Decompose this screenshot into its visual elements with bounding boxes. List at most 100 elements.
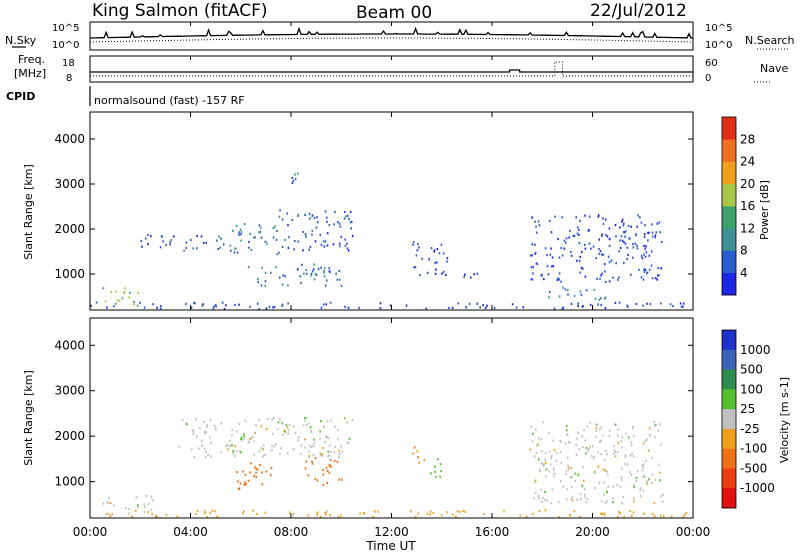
colorbar-tick-label: -100 xyxy=(740,442,767,456)
echo-cell xyxy=(628,237,631,240)
colorbar-tick-label: 24 xyxy=(740,155,755,169)
colorbar-swatch xyxy=(722,349,736,370)
echo-cell xyxy=(660,514,662,517)
echo-cell xyxy=(586,425,589,428)
echo-cell xyxy=(632,243,634,246)
echo-cell xyxy=(327,455,329,458)
echo-cell xyxy=(549,290,551,294)
noise-tick-hi: 10^5 xyxy=(52,23,79,34)
echo-cell xyxy=(310,272,313,275)
echo-cell xyxy=(434,261,436,265)
echo-cell xyxy=(220,451,223,454)
echo-cell xyxy=(229,244,232,247)
echo-cell xyxy=(255,467,258,470)
echo-cell xyxy=(626,463,629,466)
echo-cell xyxy=(570,250,572,254)
colorbar-swatch xyxy=(722,369,736,390)
echo-cell xyxy=(542,464,545,467)
echo-cell xyxy=(128,512,130,515)
echo-cell xyxy=(314,240,317,243)
echo-cell xyxy=(121,297,124,300)
echo-cell xyxy=(192,433,195,436)
echo-cell xyxy=(102,502,105,505)
echo-cell xyxy=(648,254,650,257)
echo-cell xyxy=(226,443,229,447)
echo-cell xyxy=(273,305,276,309)
echo-cell xyxy=(603,297,606,300)
echo-cell xyxy=(456,510,459,513)
echo-cell xyxy=(198,447,200,450)
y-tick-label: 4000 xyxy=(54,338,85,352)
echo-cell xyxy=(287,432,289,435)
echo-cell xyxy=(568,468,570,471)
echo-cell xyxy=(538,224,541,227)
echo-cell xyxy=(435,268,437,271)
echo-cell xyxy=(434,470,436,473)
cpid-row: CPID normalsound (fast) -157 RF xyxy=(6,86,245,107)
echo-cell xyxy=(319,452,321,455)
echo-cell xyxy=(248,246,250,249)
echo-cell xyxy=(348,218,350,221)
echo-cell xyxy=(231,434,233,437)
echo-cell xyxy=(229,445,231,448)
echo-cell xyxy=(540,500,543,503)
echo-cell xyxy=(623,231,626,234)
echo-cell xyxy=(304,233,307,236)
echo-cell xyxy=(260,236,263,239)
echo-cell xyxy=(569,441,571,444)
colorbar-tick-label: -25 xyxy=(740,422,760,436)
echo-cell xyxy=(297,213,300,216)
y-tick-label: 1000 xyxy=(54,475,85,489)
freq-panel: Freq. [MHz] 18 8 60 0 Nave xyxy=(14,53,788,84)
echo-cell xyxy=(337,515,340,519)
echo-cell xyxy=(579,515,581,519)
echo-cell xyxy=(543,278,545,281)
echo-cell xyxy=(301,263,303,266)
echo-cell xyxy=(539,488,542,491)
echo-cell xyxy=(617,434,619,437)
echo-cell xyxy=(242,512,244,515)
echo-cell xyxy=(264,271,267,274)
echo-cell xyxy=(234,445,236,448)
echo-cell xyxy=(309,245,312,248)
echo-cell xyxy=(278,251,280,254)
echo-cell xyxy=(255,475,257,478)
echo-cell xyxy=(465,306,467,309)
echo-cell xyxy=(293,425,295,428)
echo-cell xyxy=(131,515,133,518)
echo-cell xyxy=(108,513,110,516)
echo-cell xyxy=(584,275,587,278)
echo-cell xyxy=(115,302,117,305)
echo-cell xyxy=(608,227,611,230)
echo-cell xyxy=(271,444,273,447)
echo-cell xyxy=(150,508,153,511)
echo-cell xyxy=(416,249,419,252)
echo-cell xyxy=(542,463,544,466)
echo-cell xyxy=(537,494,540,497)
echo-cell xyxy=(621,502,623,505)
echo-cell xyxy=(558,272,561,275)
echo-cell xyxy=(320,243,323,246)
echo-cell xyxy=(116,299,119,302)
echo-cell xyxy=(627,305,629,308)
echo-cell xyxy=(287,284,289,287)
echo-cell xyxy=(255,424,257,427)
echo-cell xyxy=(530,278,533,281)
echo-cell xyxy=(648,268,651,271)
echo-cell xyxy=(602,468,605,471)
echo-cell xyxy=(635,233,637,236)
echo-cell xyxy=(623,515,625,519)
colorbar-swatch xyxy=(722,250,736,274)
echo-cell xyxy=(280,447,282,450)
echo-cell xyxy=(328,444,331,447)
echo-cell xyxy=(645,251,648,254)
echo-cell xyxy=(178,445,181,448)
echo-cell xyxy=(244,481,246,484)
echo-cell xyxy=(333,451,336,454)
echo-cell xyxy=(590,247,592,250)
echo-cell xyxy=(325,216,328,219)
echo-cell xyxy=(565,237,568,240)
echo-cell xyxy=(633,483,635,486)
echo-cell xyxy=(270,466,273,469)
echo-cell xyxy=(412,243,414,246)
